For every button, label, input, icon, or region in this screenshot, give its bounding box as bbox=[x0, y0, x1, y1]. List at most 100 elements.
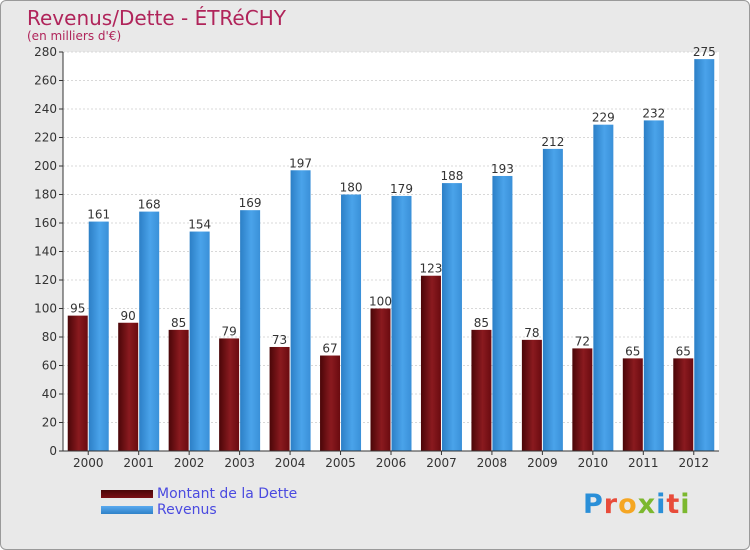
y-axis-ticks: 0 20 40 60 80 100 120 140 160 180 200 220 240 260 280 bbox=[34, 45, 63, 458]
bar-revenus bbox=[441, 183, 462, 451]
bar-revenus bbox=[542, 148, 563, 451]
data-label-revenus: 212 bbox=[541, 135, 564, 149]
data-label-dette: 85 bbox=[171, 316, 186, 330]
x-tick-label: 2002 bbox=[174, 456, 205, 470]
bar-revenus bbox=[341, 194, 362, 451]
data-label-revenus: 188 bbox=[441, 169, 464, 183]
y-tick-label: 0 bbox=[49, 444, 57, 458]
data-label-dette: 100 bbox=[369, 295, 392, 309]
y-tick-label: 20 bbox=[42, 416, 57, 430]
data-label-revenus: 154 bbox=[188, 218, 211, 232]
data-label-revenus: 179 bbox=[390, 182, 413, 196]
logo-letter: P bbox=[583, 489, 604, 520]
y-tick-label: 160 bbox=[34, 216, 57, 230]
y-tick-label: 120 bbox=[34, 273, 57, 287]
bar-dette bbox=[168, 329, 189, 451]
chart-title: Revenus/Dette - ÉTRéCHY bbox=[27, 6, 286, 30]
bar-dette bbox=[320, 355, 341, 451]
legend-label-revenus: Revenus bbox=[157, 502, 217, 518]
bar-revenus bbox=[290, 170, 311, 451]
data-labels: 95 161 90 168 85 154 79 169 73 197 67 180 100 179 123 1… bbox=[70, 45, 716, 358]
y-tick-label: 200 bbox=[34, 159, 57, 173]
bar-dette bbox=[673, 358, 694, 451]
logo-letter: i bbox=[680, 489, 691, 520]
bar-dette bbox=[622, 358, 643, 451]
gridlines bbox=[63, 51, 719, 452]
bar-dette bbox=[370, 308, 391, 451]
y-tick-label: 180 bbox=[34, 188, 57, 202]
y-tick-label: 140 bbox=[34, 245, 57, 259]
legend: Montant de la Dette Revenus bbox=[101, 486, 297, 518]
x-tick-label: 2001 bbox=[123, 456, 154, 470]
bar-revenus bbox=[88, 221, 109, 451]
legend-swatch-revenus bbox=[101, 506, 153, 514]
data-label-dette: 95 bbox=[70, 302, 85, 316]
x-tick-label: 2008 bbox=[477, 456, 508, 470]
bar-dette bbox=[67, 315, 88, 451]
proxiti-logo: Proxiti bbox=[583, 489, 691, 520]
y-tick-label: 80 bbox=[42, 330, 57, 344]
data-label-revenus: 229 bbox=[592, 111, 615, 125]
axes bbox=[62, 52, 719, 452]
y-tick-label: 220 bbox=[34, 131, 57, 145]
logo-letter: i bbox=[656, 489, 667, 520]
bar-dette bbox=[471, 329, 492, 451]
logo-letter: t bbox=[666, 489, 681, 520]
logo-letter: x bbox=[637, 489, 657, 520]
data-label-revenus: 168 bbox=[138, 198, 161, 212]
y-tick-label: 40 bbox=[42, 387, 57, 401]
legend-item-dette: Montant de la Dette bbox=[101, 486, 297, 502]
data-label-revenus: 193 bbox=[491, 162, 514, 176]
legend-label-dette: Montant de la Dette bbox=[157, 486, 298, 502]
data-label-revenus: 232 bbox=[642, 106, 665, 120]
x-tick-label: 2011 bbox=[628, 456, 659, 470]
y-tick-label: 240 bbox=[34, 102, 57, 116]
data-label-dette: 79 bbox=[221, 324, 236, 338]
logo-letter: o bbox=[618, 489, 638, 520]
x-tick-label: 2009 bbox=[527, 456, 558, 470]
data-label-revenus: 169 bbox=[239, 196, 262, 210]
data-label-dette: 67 bbox=[322, 342, 337, 356]
bar-dette bbox=[521, 339, 542, 451]
data-label-dette: 72 bbox=[575, 334, 590, 348]
y-tick-label: 260 bbox=[34, 74, 57, 88]
data-label-dette: 90 bbox=[121, 309, 136, 323]
x-tick-label: 2004 bbox=[275, 456, 306, 470]
bar-revenus bbox=[240, 210, 261, 451]
bar-dette bbox=[269, 346, 290, 451]
bar-revenus bbox=[492, 175, 513, 451]
bar-revenus bbox=[593, 124, 614, 452]
bars bbox=[67, 59, 715, 452]
bar-revenus bbox=[139, 211, 160, 451]
data-label-dette: 73 bbox=[272, 333, 287, 347]
data-label-dette: 85 bbox=[474, 316, 489, 330]
x-tick-label: 2012 bbox=[678, 456, 709, 470]
bar-dette bbox=[572, 348, 593, 451]
data-label-dette: 123 bbox=[420, 262, 443, 276]
bar-revenus bbox=[694, 59, 715, 451]
x-tick-label: 2007 bbox=[426, 456, 457, 470]
data-label-dette: 65 bbox=[625, 344, 640, 358]
logo-letter: r bbox=[603, 489, 619, 520]
chart-unit: (en milliers d'€) bbox=[27, 29, 122, 43]
data-label-dette: 65 bbox=[676, 344, 691, 358]
bar-revenus bbox=[189, 231, 210, 451]
data-label-revenus: 161 bbox=[87, 208, 110, 222]
y-tick-label: 280 bbox=[34, 45, 57, 59]
bar-revenus bbox=[643, 120, 664, 452]
bar-dette bbox=[420, 275, 441, 451]
x-axis-ticks: 2000 2001 2002 2003 2004 2005 2006 2007 2008 2009… bbox=[73, 451, 709, 470]
data-label-revenus: 275 bbox=[693, 45, 716, 59]
data-label-revenus: 197 bbox=[289, 156, 312, 170]
data-label-dette: 78 bbox=[524, 326, 539, 340]
x-tick-label: 2005 bbox=[325, 456, 356, 470]
data-label-revenus: 180 bbox=[340, 181, 363, 195]
bar-dette bbox=[118, 322, 139, 451]
x-tick-label: 2010 bbox=[578, 456, 609, 470]
legend-swatch-dette bbox=[101, 490, 153, 498]
bar-dette bbox=[219, 338, 240, 451]
bar-revenus bbox=[391, 195, 412, 451]
legend-item-revenus: Revenus bbox=[101, 502, 297, 518]
